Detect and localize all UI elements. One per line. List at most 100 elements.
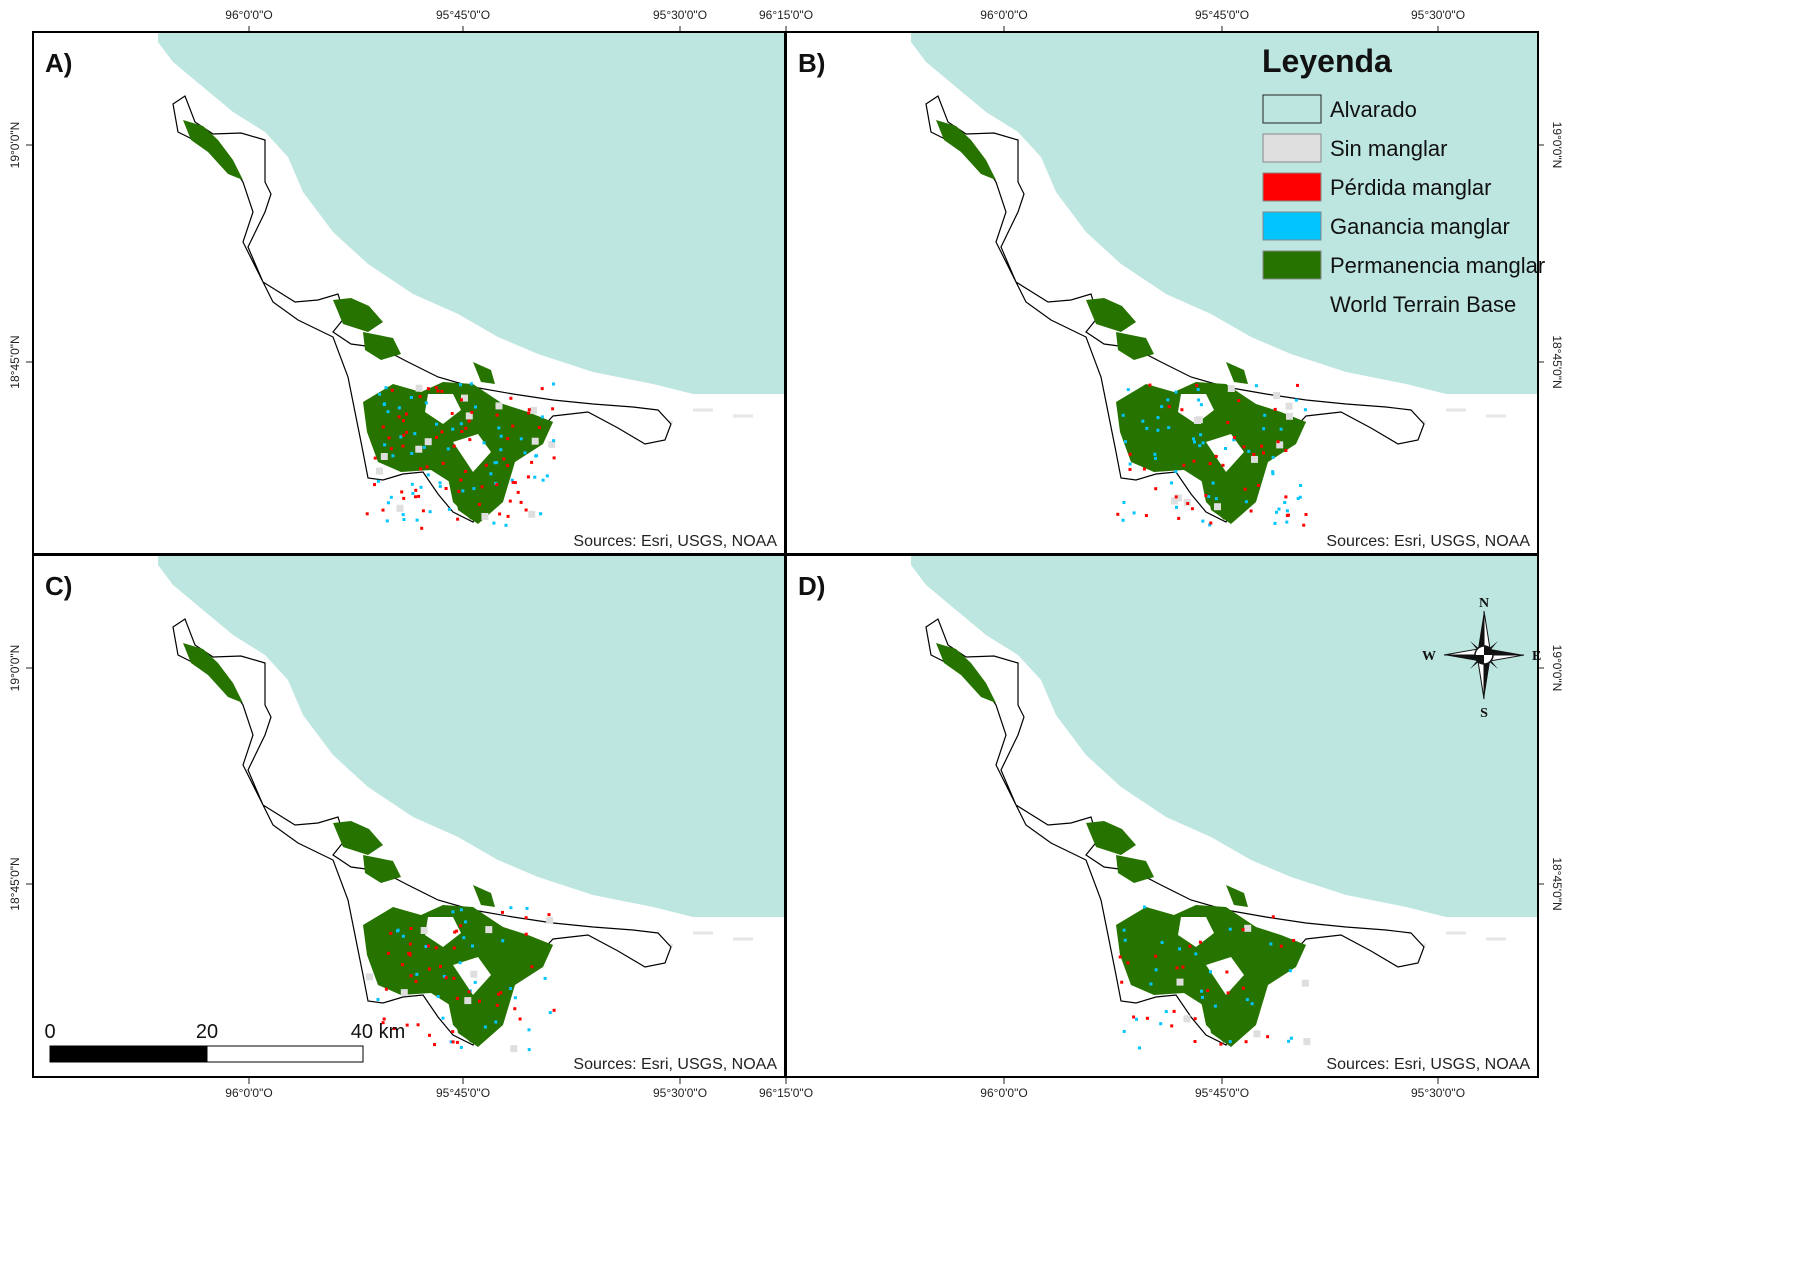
mangrove-loss-patch: [527, 411, 531, 415]
mangrove-loss-patch: [1226, 421, 1230, 424]
mangrove-loss-patch: [381, 508, 385, 512]
mangrove-loss-patch: [1266, 1035, 1270, 1039]
mangrove-loss-patch: [452, 444, 456, 448]
no-mangrove-patch: [485, 926, 493, 934]
mangrove-loss-patch: [441, 461, 445, 465]
sea-area: [158, 32, 785, 394]
mangrove-loss-patch: [392, 1027, 396, 1030]
mangrove-loss-patch: [409, 974, 413, 978]
mangrove-gain-patch: [415, 518, 419, 522]
no-mangrove-patch: [1174, 494, 1182, 502]
left-lat-label-4: 18°45'0"N: [8, 857, 22, 910]
mangrove-gain-patch: [459, 1045, 463, 1049]
mangrove-gain-patch: [527, 1028, 531, 1032]
scale-bar-black-segment: [49, 1045, 208, 1063]
mangrove-loss-patch: [1128, 468, 1132, 471]
mangrove-loss-patch: [1284, 449, 1288, 452]
mangrove-gain-patch: [1174, 390, 1178, 394]
no-mangrove-patch: [1195, 416, 1203, 424]
bottom-longitude-ticks: 96°0'0"O 95°45'0"O 95°30'0"O 96°15'0"O 9…: [225, 1077, 1465, 1100]
mangrove-loss-patch: [1304, 513, 1308, 516]
legend-item-label: World Terrain Base: [1330, 292, 1516, 317]
mangrove-gain-patch: [509, 906, 513, 910]
mangrove-loss-patch: [1225, 970, 1229, 974]
mangrove-loss-patch: [1204, 494, 1208, 498]
mangrove-loss-patch: [1252, 453, 1256, 456]
top-lon-label-4: 96°15'0"O: [759, 8, 813, 22]
mangrove-gain-patch: [1254, 384, 1258, 388]
lagoon-area: [1178, 394, 1214, 424]
no-mangrove-patch: [529, 406, 537, 414]
no-mangrove-patch: [1303, 1038, 1311, 1046]
mangrove-loss-patch: [405, 430, 409, 434]
scale-label-0: 0: [44, 1021, 55, 1043]
mangrove-loss-patch: [401, 444, 405, 448]
mangrove-loss-patch: [381, 425, 385, 429]
mangrove-loss-patch: [1249, 509, 1253, 513]
mangrove-gain-patch: [459, 422, 463, 426]
mangrove-loss-patch: [524, 932, 528, 936]
mangrove-gain-patch: [384, 386, 388, 390]
right-lat-label-1: 19°0'0"N: [1550, 122, 1564, 169]
mangrove-loss-patch: [434, 946, 438, 950]
mangrove-loss-patch: [1260, 444, 1264, 448]
mangrove-gain-patch: [424, 945, 428, 948]
mangrove-loss-patch: [1126, 961, 1130, 965]
mangrove-permanence-area: [473, 885, 495, 907]
mangrove-loss-patch: [467, 990, 471, 994]
mangrove-loss-patch: [426, 387, 430, 391]
mangrove-loss-patch: [513, 1007, 517, 1011]
mangrove-loss-patch: [506, 464, 510, 468]
no-mangrove-patch: [1273, 392, 1281, 399]
mangrove-loss-patch: [1154, 487, 1158, 491]
mangrove-gain-patch: [1124, 440, 1127, 444]
top-lon-label-1: 96°0'0"O: [225, 8, 272, 22]
mangrove-gain-patch: [1277, 507, 1281, 511]
mangrove-loss-patch: [1208, 462, 1212, 466]
mangrove-loss-patch: [1181, 965, 1185, 969]
mangrove-gain-patch: [489, 472, 493, 476]
mangrove-loss-patch: [1241, 986, 1245, 990]
mangrove-loss-patch: [524, 508, 528, 512]
no-mangrove-patch: [1214, 503, 1221, 511]
source-attribution: Sources: Esri, USGS, NOAA: [1326, 533, 1530, 550]
no-mangrove-patch: [510, 1045, 518, 1053]
left-lat-label-1: 19°0'0"N: [8, 122, 22, 169]
mangrove-gain-patch: [1199, 403, 1203, 407]
mangrove-gain-patch: [376, 997, 380, 1001]
mangrove-gain-patch: [1154, 456, 1157, 460]
mangrove-gain-patch: [1273, 521, 1277, 525]
mangrove-gain-patch: [1149, 982, 1153, 986]
no-mangrove-patch: [470, 970, 478, 978]
mangrove-loss-patch: [1286, 513, 1290, 517]
mangrove-gain-patch: [1196, 388, 1200, 391]
no-mangrove-patch: [380, 453, 388, 460]
mangrove-gain-patch: [469, 382, 473, 386]
mangrove-gain-patch: [441, 1016, 445, 1020]
mangrove-gain-patch: [386, 410, 390, 414]
legend-item-label: Ganancia manglar: [1330, 214, 1510, 239]
mangrove-loss-patch: [1241, 928, 1245, 932]
mangrove-permanence-area: [363, 332, 401, 360]
mangrove-gain-patch: [1214, 497, 1218, 501]
mangrove-loss-patch: [1192, 459, 1196, 463]
mangrove-loss-patch: [537, 426, 541, 429]
mangrove-loss-patch: [1116, 512, 1120, 516]
mangrove-gain-patch: [1245, 998, 1249, 1002]
mangrove-gain-patch: [409, 396, 413, 399]
no-mangrove-patch: [415, 384, 423, 392]
mangrove-gain-patch: [1289, 1036, 1293, 1040]
mangrove-gain-patch: [1128, 462, 1132, 466]
mangrove-gain-patch: [396, 929, 399, 933]
mangrove-gain-patch: [1164, 1010, 1168, 1014]
mangrove-loss-patch: [1142, 467, 1146, 471]
mangrove-gain-patch: [411, 491, 415, 495]
right-lat-label-3: 19°0'0"N: [1550, 645, 1564, 692]
mangrove-loss-patch: [373, 456, 377, 460]
mangrove-gain-patch: [462, 936, 466, 940]
mangrove-gain-patch: [413, 432, 417, 436]
mangrove-loss-patch: [1193, 1017, 1197, 1021]
mangrove-loss-patch: [1262, 451, 1265, 455]
lagoon-area: [425, 917, 461, 947]
mangrove-loss-patch: [414, 979, 418, 983]
